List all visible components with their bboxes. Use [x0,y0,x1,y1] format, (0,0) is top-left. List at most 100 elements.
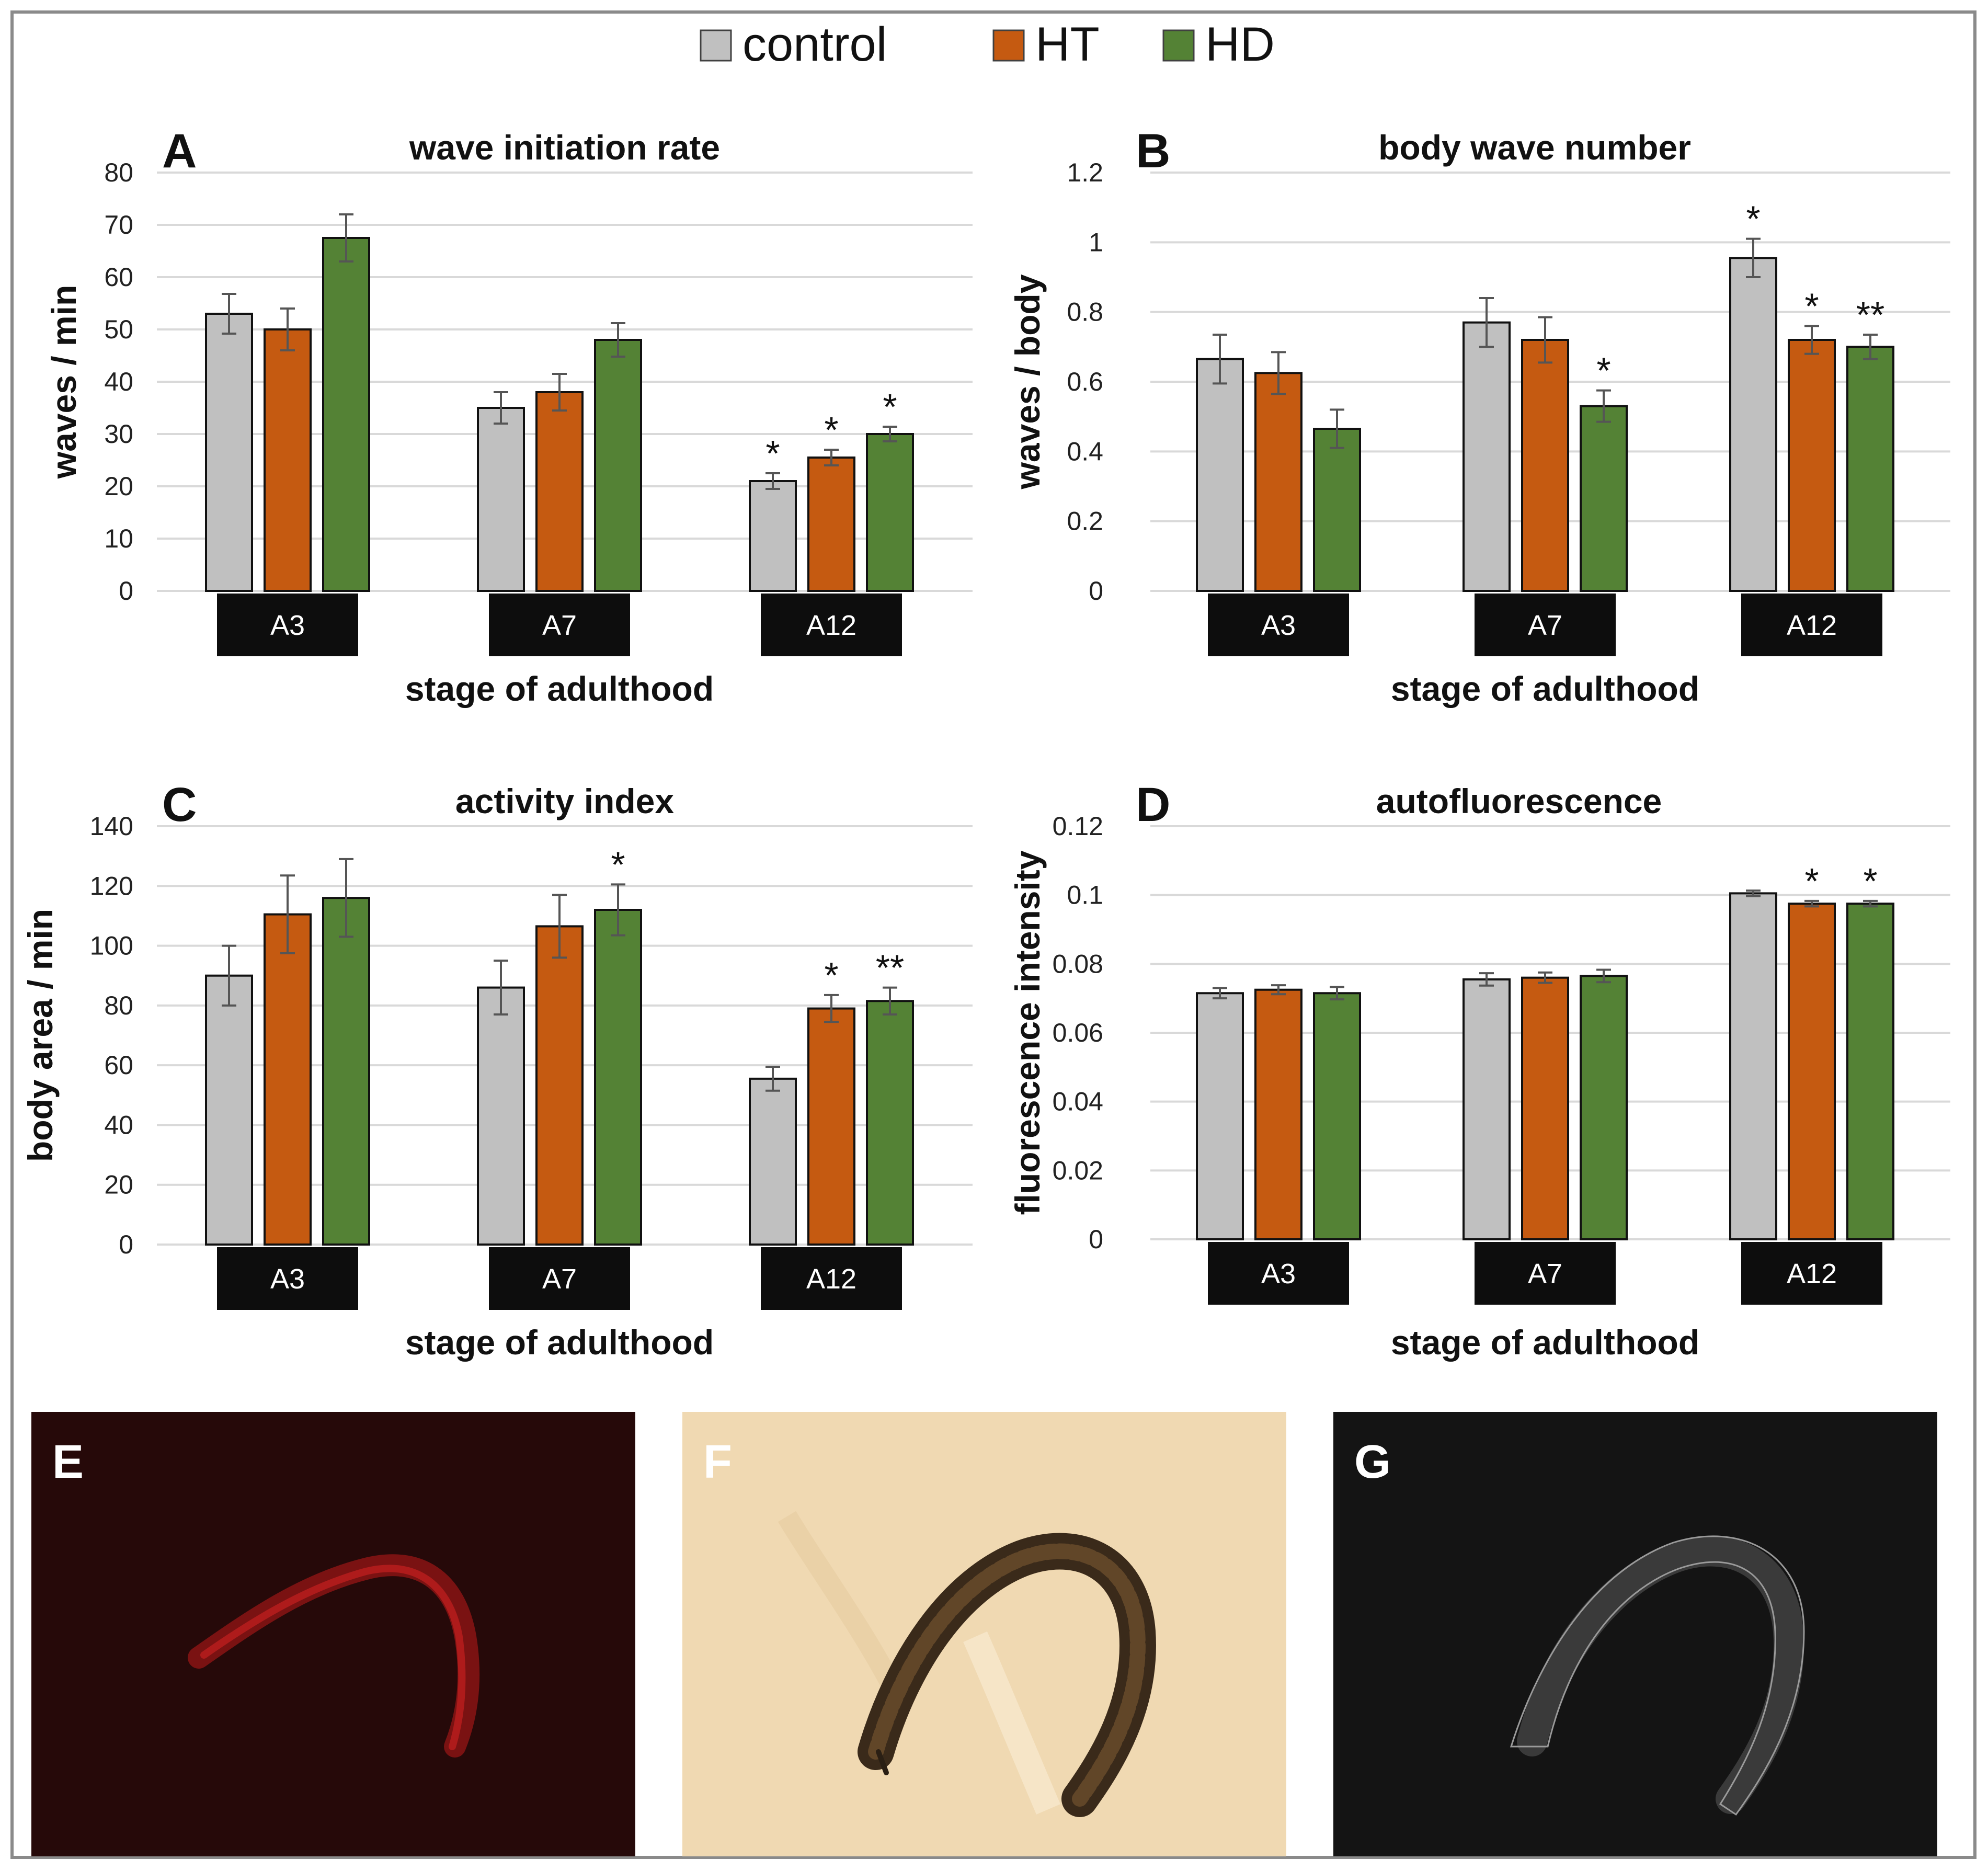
category-box-a12 [1741,1242,1882,1305]
category-box-a3 [217,1247,358,1310]
chart-title-c: activity index [455,782,674,820]
legend-label-control: control [742,18,887,71]
panel-label-f: F [703,1436,732,1488]
bar-b-a3-control [1196,358,1244,592]
y-tick-label: 120 [90,871,133,900]
bar-a-a3-ht [264,328,312,592]
y-tick-label: 0 [119,1230,133,1259]
y-tick-label: 40 [104,367,133,396]
category-box-a3 [1208,594,1349,656]
y-tick-label: 0.2 [1067,507,1103,536]
significance-marker: ** [876,948,904,988]
panel-letter-d: D [1136,778,1170,831]
bar-d-a12-control [1729,892,1777,1240]
y-tick-label: 0.02 [1053,1156,1103,1185]
bar-d-a3-hd [1313,992,1361,1240]
panel-letter-b: B [1136,124,1170,178]
panel-label-e: E [52,1436,84,1488]
category-box-a3 [1208,1242,1349,1305]
bar-c-a7-control [477,986,525,1246]
category-label-a7: A7 [1528,610,1562,641]
y-tick-label: 0.4 [1067,437,1103,466]
y-tick-label: 1 [1089,227,1103,257]
bar-a-a12-control [749,480,797,592]
fluorescent-worm-image [31,1412,635,1856]
bar-a-a7-hd [594,339,642,592]
bar-c-a12-control [749,1077,797,1246]
bar-b-a3-ht [1254,372,1303,592]
y-tick-label: 100 [90,931,133,961]
significance-marker: * [824,409,838,450]
y-tick-label: 60 [104,263,133,292]
significance-marker: * [1596,350,1610,391]
y-axis-label-a: waves / min [44,285,83,480]
bar-d-a3-ht [1254,988,1303,1240]
y-tick-label: 80 [104,991,133,1020]
bar-b-a3-hd [1313,428,1361,592]
y-tick-label: 50 [104,315,133,344]
y-tick-label: 20 [104,1170,133,1200]
category-label-a3: A3 [270,1263,305,1295]
x-axis-label-a: stage of adulthood [405,669,714,708]
y-tick-label: 0 [1089,576,1103,606]
chart-title-d: autofluorescence [1376,782,1662,820]
panel-letter-a: A [162,124,197,178]
y-tick-label: 40 [104,1110,133,1139]
significance-marker: * [1863,861,1877,902]
category-label-a12: A12 [806,610,856,641]
category-label-a7: A7 [1528,1258,1562,1290]
significance-marker: * [1746,199,1760,239]
brightfield-worm-image [682,1412,1286,1856]
bar-c-a3-hd [322,897,370,1246]
bar-a-a7-ht [535,391,584,592]
significance-marker: * [1804,861,1819,902]
x-axis-label-b: stage of adulthood [1391,669,1699,708]
category-box-a7 [1475,594,1616,656]
y-tick-label: 20 [104,472,133,501]
category-label-a12: A12 [1787,610,1837,641]
bar-d-a12-ht [1788,903,1836,1240]
bar-c-a7-ht [535,925,584,1246]
legend-label-ht: HT [1035,18,1100,71]
significance-marker: * [766,433,780,474]
significance-marker: * [1804,286,1819,326]
bar-c-a12-hd [866,1000,914,1246]
figure-frame [10,10,1976,1859]
bar-d-a3-control [1196,992,1244,1240]
bar-c-a12-ht [807,1007,855,1246]
y-tick-label: 80 [104,158,133,187]
y-tick-label: 140 [90,812,133,841]
y-tick-label: 70 [104,210,133,239]
legend: control HT HD [700,18,1275,71]
chart-title-a: wave initiation rate [409,128,720,167]
y-tick-label: 1.2 [1067,158,1103,187]
category-label-a3: A3 [1261,610,1296,641]
image-panel-e: E [31,1412,635,1856]
category-label-a7: A7 [542,1263,577,1295]
bar-d-a7-hd [1580,975,1628,1240]
bar-b-a12-hd [1846,346,1894,592]
bar-a-a12-hd [866,433,914,592]
y-axis-label-b: waves / body [1008,274,1047,489]
y-tick-label: 0 [119,576,133,606]
category-label-a12: A12 [1787,1258,1837,1290]
significance-marker: * [611,844,625,885]
bar-b-a7-ht [1521,339,1569,592]
bar-c-a7-hd [594,909,642,1246]
y-tick-label: 0 [1089,1225,1103,1254]
bar-d-a7-control [1463,978,1511,1240]
y-tick-label: 0.04 [1053,1087,1103,1116]
y-tick-label: 0.8 [1067,298,1103,327]
bar-a-a12-ht [807,457,855,592]
bar-c-a3-ht [264,913,312,1246]
category-label-a12: A12 [806,1263,856,1295]
bar-a-a3-control [205,313,253,592]
bar-b-a12-ht [1788,339,1836,592]
contour-worm-image [1333,1412,1937,1856]
y-tick-label: 60 [104,1051,133,1080]
y-axis-label-c: body area / min [21,909,60,1162]
bar-b-a12-control [1729,257,1777,592]
